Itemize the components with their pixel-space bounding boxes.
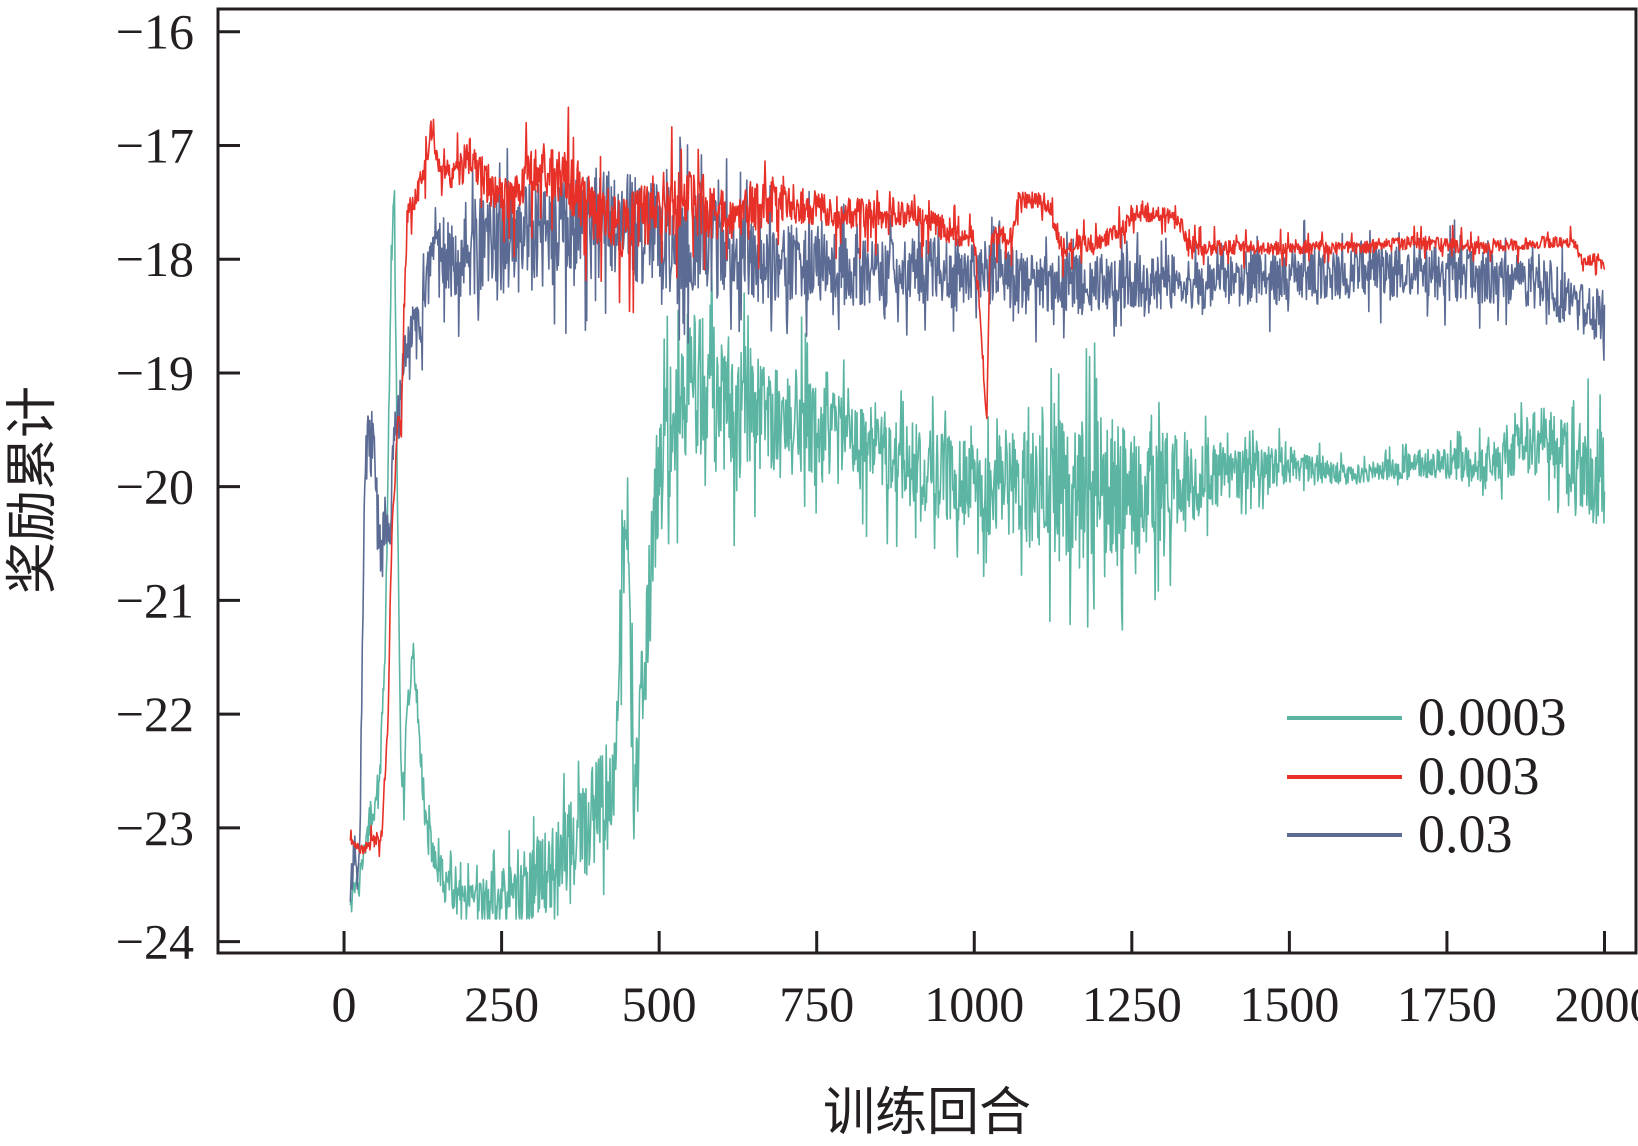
y-tick-label: −21 bbox=[116, 572, 194, 628]
series-line-0.003 bbox=[349, 106, 1606, 858]
x-tick-label: 1750 bbox=[1397, 976, 1497, 1032]
y-tick-label: −16 bbox=[116, 4, 194, 60]
x-tick-label: 500 bbox=[622, 976, 697, 1032]
y-axis-title: 奖励累计 bbox=[3, 386, 63, 594]
y-tick-label: −17 bbox=[116, 117, 194, 173]
x-tick-label: 1000 bbox=[924, 976, 1024, 1032]
series-layer bbox=[349, 106, 1606, 920]
y-tick-label: −22 bbox=[116, 686, 194, 742]
x-tick-label: 750 bbox=[779, 976, 854, 1032]
legend-label-2: 0.03 bbox=[1418, 804, 1513, 864]
axis-layer: 0 250 500 750 1000 1250 1500 1750 2000 −16 −17 −18 −… bbox=[116, 4, 1638, 1032]
legend: 0.0003 0.003 0.03 bbox=[1287, 687, 1567, 864]
y-tick-label: −23 bbox=[116, 800, 194, 856]
x-tick-label: 2000 bbox=[1554, 976, 1638, 1032]
plot-frame bbox=[216, 7, 1638, 955]
x-axis-title: 训练回合 bbox=[823, 1083, 1031, 1143]
legend-label-1: 0.003 bbox=[1418, 746, 1540, 806]
x-tick-label: 0 bbox=[332, 976, 357, 1032]
y-tick-label: −20 bbox=[116, 459, 194, 515]
y-tick-label: −19 bbox=[116, 345, 194, 401]
y-tick-label: −18 bbox=[116, 231, 194, 287]
legend-label-0: 0.0003 bbox=[1418, 687, 1567, 747]
series-line-0.03 bbox=[349, 136, 1606, 903]
x-tick-label: 1500 bbox=[1239, 976, 1339, 1032]
y-tick-label: −24 bbox=[116, 914, 194, 970]
x-tick-label: 1250 bbox=[1082, 976, 1182, 1032]
series-line-0.0003 bbox=[349, 189, 1606, 920]
x-tick-label: 250 bbox=[464, 976, 539, 1032]
